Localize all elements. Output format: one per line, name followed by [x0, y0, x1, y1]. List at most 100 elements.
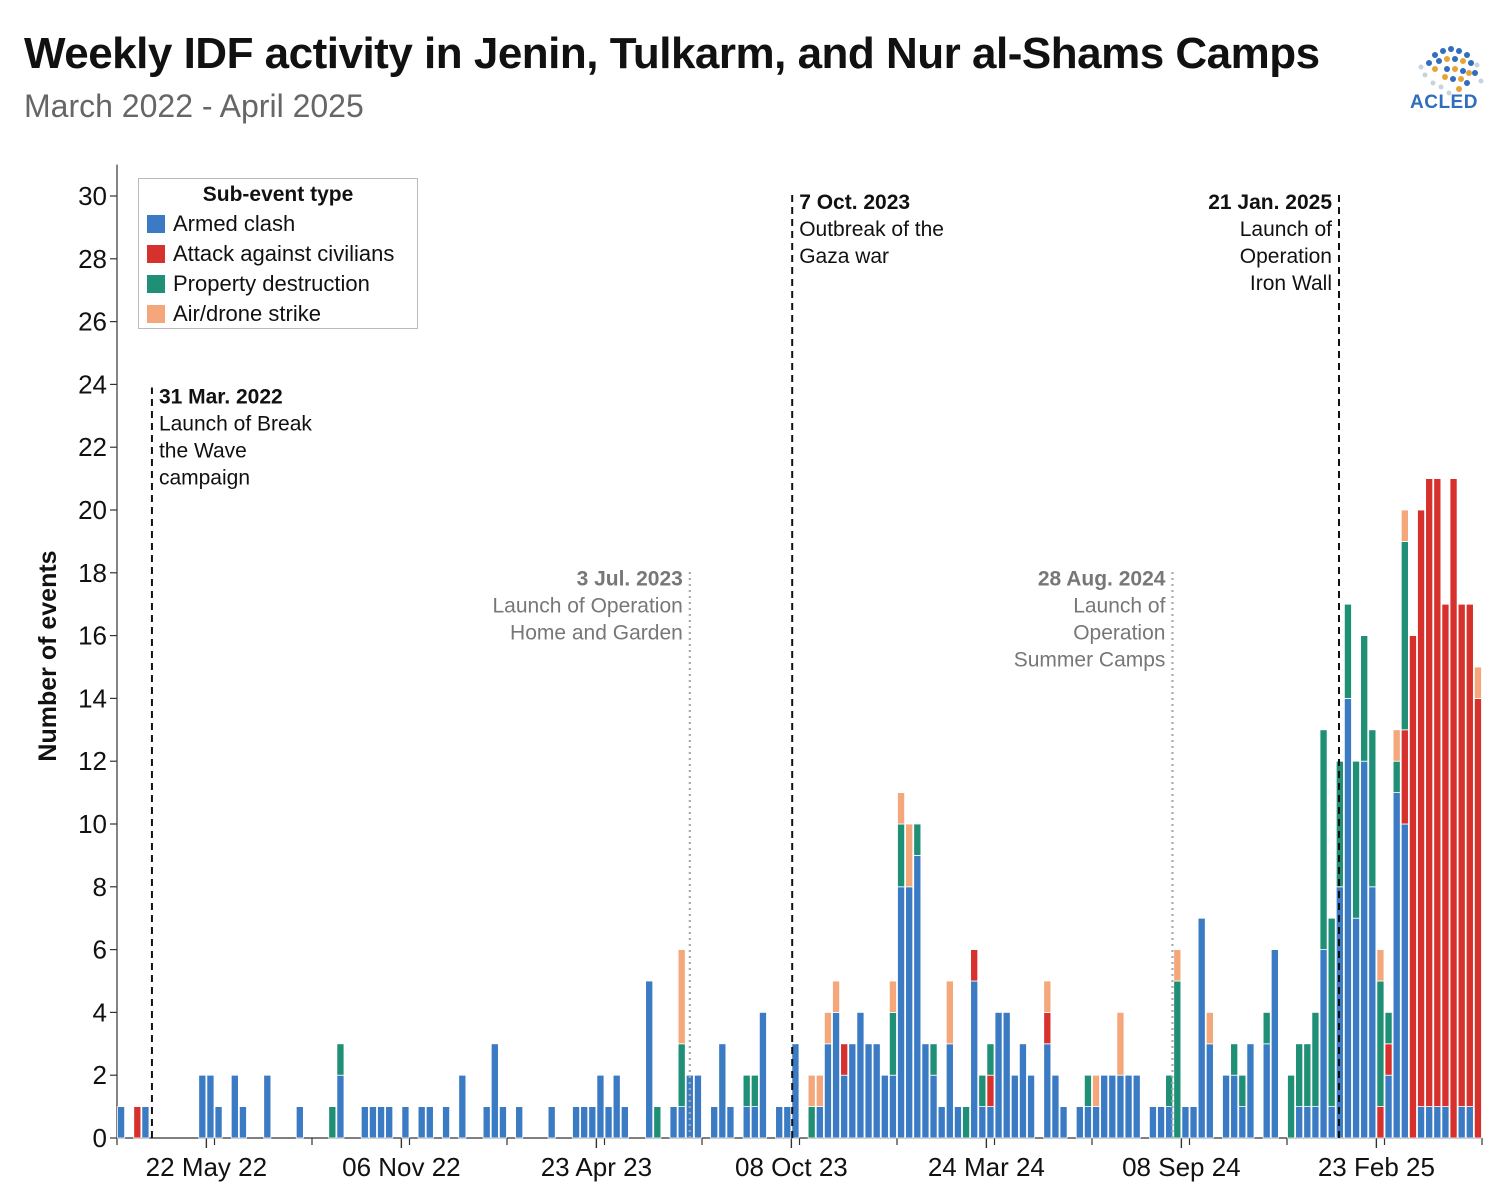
y-tick-label: 2	[93, 1060, 107, 1090]
bar-segment	[620, 1106, 629, 1139]
annotation-date: 3 Jul. 2023	[577, 568, 683, 591]
bar-segment	[336, 1074, 345, 1139]
bar-segment	[1425, 1106, 1434, 1139]
x-tick-label: 24 Mar 24	[928, 1152, 1045, 1182]
bar-segment	[1222, 1074, 1231, 1139]
legend-label: Property destruction	[173, 271, 370, 296]
bar-segment	[1376, 980, 1385, 1107]
bar-segment	[385, 1106, 394, 1139]
annotation-text: Gaza war	[799, 245, 889, 268]
bar-segment	[750, 1074, 759, 1107]
y-tick-label: 16	[78, 621, 107, 651]
bar-segment	[929, 1043, 938, 1076]
bar-segment	[1238, 1106, 1247, 1139]
x-tick-label: 22 May 22	[146, 1152, 267, 1182]
legend-label: Attack against civilians	[173, 241, 395, 266]
bar-segment	[198, 1074, 207, 1139]
bar-segment	[823, 1012, 832, 1045]
x-tick-label: 23 Feb 25	[1318, 1152, 1435, 1182]
bar-segment	[1157, 1106, 1166, 1139]
bar-segment	[328, 1106, 337, 1139]
bar-segment	[815, 1074, 824, 1107]
bar-segment	[1311, 1106, 1320, 1139]
bar-segment	[1425, 478, 1434, 1108]
bar-segment	[1173, 980, 1182, 1139]
bar-segment	[1100, 1074, 1109, 1139]
bar-segment	[1465, 1106, 1474, 1139]
bar-segment	[1295, 1106, 1304, 1139]
bar-segment	[1327, 1106, 1336, 1139]
bar-segment	[1352, 760, 1361, 919]
bar-segment	[368, 1106, 377, 1139]
legend-swatch	[147, 305, 165, 323]
bar-segment	[986, 1074, 995, 1107]
bar-segment	[840, 1043, 849, 1076]
bar-segment	[986, 1106, 995, 1139]
y-tick-label: 14	[78, 683, 107, 713]
bar-segment	[848, 1043, 857, 1139]
bar-segment	[1205, 1012, 1214, 1045]
y-axis-label: Number of events	[34, 550, 62, 761]
y-tick-label: 22	[78, 432, 107, 462]
legend-swatch	[147, 275, 165, 293]
bar-segment	[1051, 1074, 1060, 1139]
bar-segment	[1360, 760, 1369, 1139]
annotation-text: Home and Garden	[510, 622, 683, 645]
bar-segment	[1116, 1012, 1125, 1076]
bar-segment	[1384, 1043, 1393, 1076]
bar-segment	[677, 1106, 686, 1139]
legend-swatch	[147, 215, 165, 233]
bar-segment	[1343, 603, 1352, 699]
bar-segment	[1417, 509, 1426, 1107]
annotation-date: 7 Oct. 2023	[799, 191, 910, 214]
bar-segment	[888, 980, 897, 1013]
bar-segment	[1246, 1043, 1255, 1139]
bar-segment	[929, 1074, 938, 1139]
y-tick-label: 10	[78, 809, 107, 839]
bar-segment	[1400, 729, 1409, 825]
y-tick-label: 8	[93, 872, 107, 902]
bar-segment	[1473, 698, 1482, 1139]
bar-segment	[791, 1043, 800, 1139]
bar-segment	[1027, 1074, 1036, 1139]
bar-segment	[498, 1106, 507, 1139]
bar-segment	[263, 1074, 272, 1139]
bar-segment	[238, 1106, 247, 1139]
y-tick-label: 6	[93, 935, 107, 965]
bar-segment	[832, 980, 841, 1013]
y-tick-label: 12	[78, 746, 107, 776]
bar-segment	[645, 980, 654, 1139]
bar-segment	[742, 1074, 751, 1107]
bar-segment	[978, 1074, 987, 1107]
x-tick-label: 23 Apr 23	[541, 1152, 652, 1182]
bar-segment	[1441, 1106, 1450, 1139]
bar-segment	[425, 1106, 434, 1139]
bar-segment	[1457, 1106, 1466, 1139]
bar-segment	[1327, 917, 1336, 1108]
bar-segment	[1295, 1043, 1304, 1108]
bar-segment	[336, 1043, 345, 1076]
bar-segment	[823, 1043, 832, 1139]
acled-logo-text: ACLED	[1410, 92, 1478, 113]
bar-segment	[807, 1074, 816, 1107]
bar-segment	[515, 1106, 524, 1139]
annotation-date: 31 Mar. 2022	[159, 386, 283, 409]
legend-item: Property destruction	[147, 269, 409, 299]
annotation-date: 28 Aug. 2024	[1038, 568, 1166, 591]
bar-segment	[1092, 1074, 1101, 1107]
annotation-text: Launch of	[1240, 218, 1332, 241]
annotation-text: the Wave	[159, 440, 247, 463]
bar-segment	[710, 1106, 719, 1139]
annotation-text: Iron Wall	[1250, 272, 1332, 295]
bar-segment	[913, 823, 922, 856]
x-tick-label: 06 Nov 22	[342, 1152, 461, 1182]
bar-segment	[1197, 917, 1206, 1139]
annotations-layer: 31 Mar. 2022 Launch of Break the Wave campa…	[150, 191, 1340, 1138]
bar-segment	[401, 1106, 410, 1139]
bar-segment	[1270, 949, 1279, 1139]
annotation-text: campaign	[159, 467, 250, 490]
bar-segment	[921, 1043, 930, 1139]
bar-segment	[758, 1012, 767, 1139]
bar-segment	[1230, 1074, 1239, 1139]
